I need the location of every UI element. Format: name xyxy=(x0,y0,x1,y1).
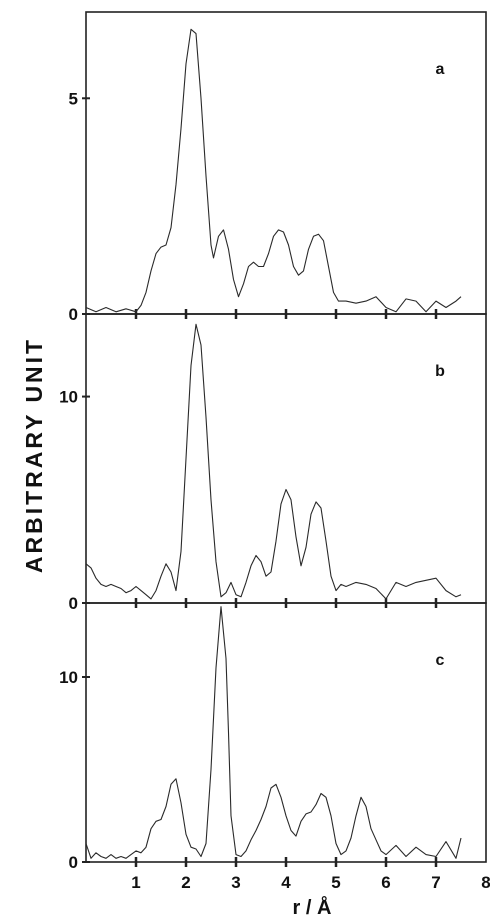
panel-a: 0 5 a xyxy=(69,11,487,324)
panel-group: 0 5 a 0 10 b 0 10 c xyxy=(59,11,487,872)
series-line-a xyxy=(85,28,462,313)
panel-letter: a xyxy=(436,61,445,78)
x-tick-labels: 1 2 3 4 5 6 7 8 xyxy=(131,873,490,892)
x-axis-label: r / Å xyxy=(293,895,332,918)
panel-frame xyxy=(85,313,487,604)
x-tick-label: 8 xyxy=(481,873,490,892)
x-tick-label: 5 xyxy=(331,873,340,892)
x-tick-label: 6 xyxy=(381,873,390,892)
series-line-c xyxy=(85,606,462,859)
x-tick-label: 2 xyxy=(181,873,190,892)
x-tick-label: 7 xyxy=(431,873,440,892)
panel-b: 0 10 b xyxy=(59,313,487,613)
y-tick-label: 0 xyxy=(69,853,78,872)
panel-letter: c xyxy=(436,652,445,669)
y-tick-label: 5 xyxy=(69,89,78,108)
panel-frame xyxy=(85,602,487,863)
panel-letter: b xyxy=(435,363,445,380)
y-tick-label: 0 xyxy=(69,594,78,613)
x-tick-label: 1 xyxy=(131,873,140,892)
series-line-b xyxy=(85,323,462,600)
panel-c: 0 10 c xyxy=(59,602,487,872)
y-tick-label: 10 xyxy=(59,388,78,407)
x-tick-label: 3 xyxy=(231,873,240,892)
y-tick-label: 0 xyxy=(69,305,78,324)
x-tick-label: 4 xyxy=(281,873,291,892)
y-tick-label: 10 xyxy=(59,668,78,687)
panel-frame xyxy=(85,11,487,315)
y-axis-label: ARBITRARY UNIT xyxy=(21,337,47,573)
